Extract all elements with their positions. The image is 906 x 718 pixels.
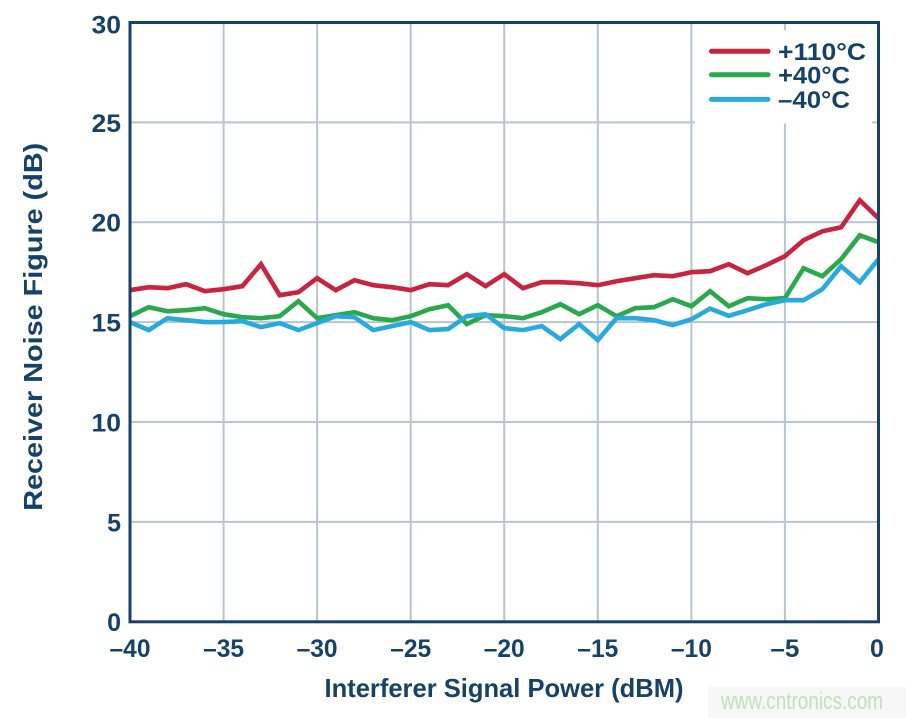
- svg-text:+40°C: +40°C: [778, 62, 850, 89]
- svg-text:–30: –30: [297, 635, 338, 663]
- svg-text:0: 0: [870, 635, 884, 663]
- svg-text:www.cntronics.com: www.cntronics.com: [720, 688, 883, 715]
- svg-text:30: 30: [92, 11, 122, 39]
- svg-text:Interferer Signal Power (dBM): Interferer Signal Power (dBM): [325, 673, 684, 703]
- svg-text:–40: –40: [110, 635, 151, 663]
- svg-text:10: 10: [92, 409, 122, 437]
- svg-text:–35: –35: [203, 635, 244, 663]
- svg-text:0: 0: [107, 609, 121, 637]
- svg-text:5: 5: [107, 509, 121, 537]
- svg-text:–15: –15: [577, 635, 618, 663]
- svg-text:–10: –10: [671, 635, 712, 663]
- svg-text:–40°C: –40°C: [778, 87, 850, 114]
- svg-text:20: 20: [92, 210, 122, 238]
- svg-text:–25: –25: [390, 635, 431, 663]
- svg-text:–20: –20: [484, 635, 525, 663]
- svg-text:15: 15: [92, 310, 122, 338]
- svg-text:+110°C: +110°C: [778, 39, 866, 66]
- svg-text:–5: –5: [770, 635, 799, 663]
- svg-text:Receiver Noise Figure (dB): Receiver Noise Figure (dB): [18, 143, 48, 511]
- svg-text:25: 25: [92, 110, 122, 138]
